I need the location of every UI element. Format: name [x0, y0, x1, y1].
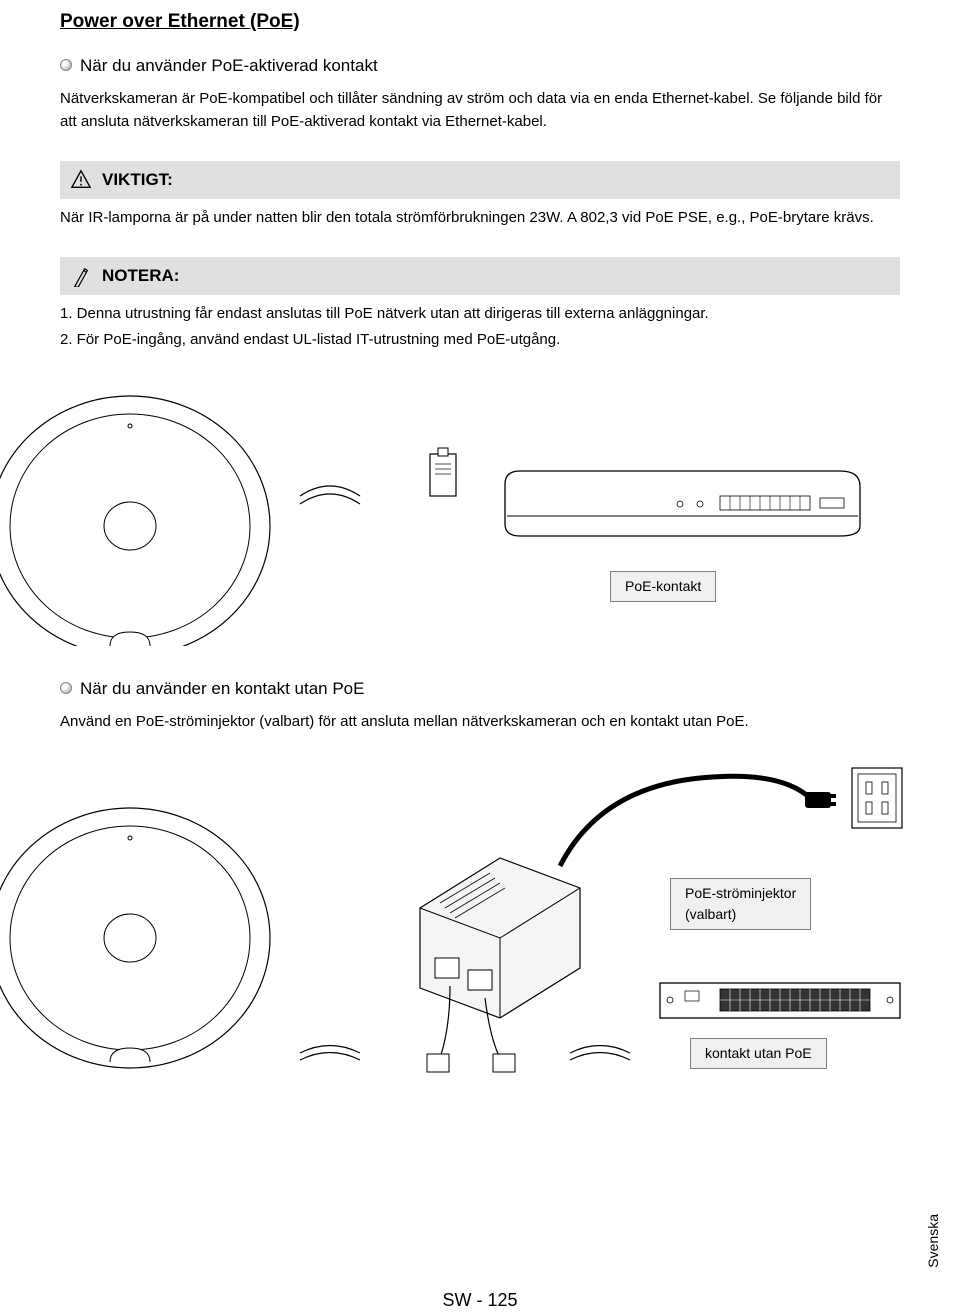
label-poe-kontakt: PoE-kontakt [610, 571, 716, 602]
intro-paragraph: Nätverkskameran är PoE-kompatibel och ti… [60, 88, 900, 133]
subtitle-row-1: När du använder PoE-aktiverad kontakt [60, 53, 900, 79]
diagram-poe-switch: PoE-kontakt [0, 376, 880, 646]
notera-heading: NOTERA: [102, 263, 179, 289]
viktigt-callout: VIKTIGT: [60, 161, 900, 199]
note-icon [70, 265, 92, 287]
label-switch-non-poe: kontakt utan PoE [690, 1038, 827, 1069]
page-title: Power over Ethernet (PoE) [60, 8, 900, 37]
page-footer: SW - 125 [0, 1287, 960, 1314]
viktigt-heading: VIKTIGT: [102, 167, 173, 193]
bullet-icon [60, 682, 72, 694]
subtitle-2: När du använder en kontakt utan PoE [80, 676, 364, 702]
notera-callout: NOTERA: [60, 257, 900, 295]
bullet-icon [60, 59, 72, 71]
warning-icon [70, 169, 92, 191]
section-non-poe: När du använder en kontakt utan PoE Anvä… [60, 676, 900, 734]
notera-item-2: 2. För PoE-ingång, använd endast UL-list… [60, 329, 900, 352]
label-poe-injector: PoE-ströminjektor (valbart) [670, 878, 811, 930]
diagram-poe-injector: PoE-ströminjektor (valbart) kontakt utan… [0, 758, 920, 1078]
subtitle-1: När du använder PoE-aktiverad kontakt [80, 53, 378, 79]
subtitle-row-2: När du använder en kontakt utan PoE [60, 676, 900, 702]
viktigt-text: När IR-lamporna är på under natten blir … [60, 207, 900, 230]
notera-item-1: 1. Denna utrustning får endast anslutas … [60, 303, 900, 326]
para-2: Använd en PoE-ströminjektor (valbart) fö… [60, 711, 900, 734]
language-tab: Svenska [921, 1206, 946, 1276]
